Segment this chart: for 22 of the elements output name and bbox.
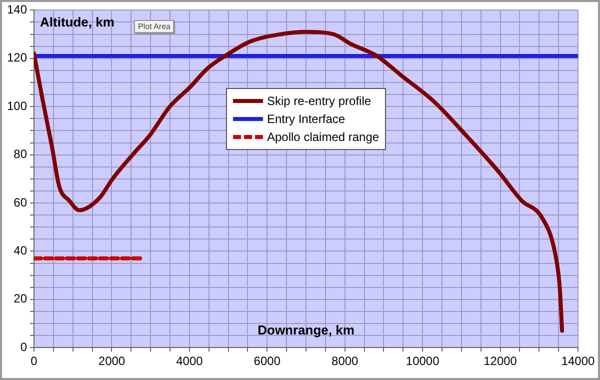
y-tick-label: 140 — [6, 2, 28, 17]
y-tick-label: 100 — [6, 98, 28, 113]
x-tick-label: 0 — [30, 354, 38, 368]
y-tick-label: 60 — [14, 195, 28, 210]
legend-label: Skip re-entry profile — [267, 94, 372, 108]
x-tick-label: 10000 — [406, 354, 440, 368]
y-tick-label: 40 — [14, 244, 28, 258]
y-axis-title: Altitude, km — [40, 14, 114, 30]
x-tick-label: 6000 — [254, 354, 281, 368]
x-axis-title: Downrange, km — [258, 322, 354, 338]
y-tick-label: 20 — [14, 292, 28, 306]
x-tick-label: 8000 — [332, 354, 359, 368]
legend-label: Entry Interface — [267, 112, 346, 126]
x-tick-label: 4000 — [176, 354, 204, 368]
x-tick-label: 12000 — [484, 354, 518, 368]
y-tick-label: 80 — [14, 147, 28, 162]
x-tick-label: 2000 — [98, 354, 126, 368]
y-tick-label: 120 — [6, 50, 28, 65]
x-tick-label: 14000 — [561, 354, 596, 368]
y-tick-label: 0 — [20, 340, 28, 354]
legend-label: Apollo claimed range — [267, 130, 380, 144]
annotation: Plot Area — [134, 20, 174, 34]
